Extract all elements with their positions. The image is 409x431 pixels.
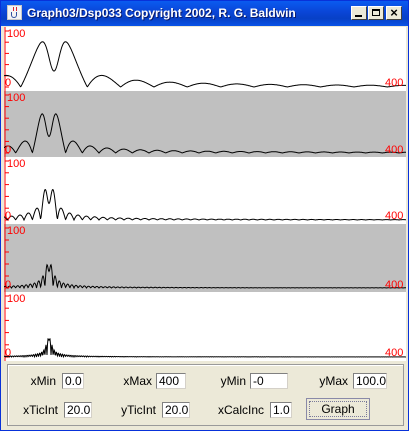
xticint-label: xTicInt: [23, 403, 58, 417]
curve-line: [4, 338, 406, 359]
control-panel: xMin 0.0 xMax 400 yMin -0 yMax 100.0 xTi…: [7, 364, 404, 426]
xmax-label: xMax: [123, 374, 152, 388]
ymin-field[interactable]: -0: [250, 373, 288, 389]
plot-5-y-max-label: 100: [7, 293, 26, 305]
title-bar[interactable]: Graph03/Dsp033 Copyright 2002, R. G. Bal…: [1, 1, 408, 26]
plot-panel-5: 100 0 400: [4, 292, 406, 361]
plot-3-x-min-label: 0: [5, 210, 12, 222]
plot-3-x-max-label: 400: [385, 210, 404, 222]
plot-2-x-max-label: 400: [385, 144, 404, 156]
plot-1-x-min-label: 0: [5, 77, 12, 89]
window-title: Graph03/Dsp033 Copyright 2002, R. G. Bal…: [27, 6, 296, 20]
plot-panel-4: 100 0 400: [4, 224, 406, 292]
maximize-icon: [372, 9, 380, 16]
curve-line: [4, 41, 406, 88]
yticint-field[interactable]: 20.0: [162, 402, 190, 418]
ymax-label: yMax: [319, 374, 348, 388]
minimize-icon: [355, 15, 362, 17]
ymax-field[interactable]: 100.0: [353, 373, 387, 389]
xmax-field[interactable]: 400: [156, 373, 186, 389]
plot-2-canvas: [4, 91, 406, 157]
plot-5-canvas: [4, 292, 406, 361]
xmin-field[interactable]: 0.0: [62, 373, 84, 389]
plot-5-x-max-label: 400: [385, 347, 404, 359]
xticint-field[interactable]: 20.0: [64, 402, 92, 418]
curve-line: [4, 113, 406, 154]
minimize-button[interactable]: [351, 6, 367, 20]
plot-2-y-max-label: 100: [7, 92, 26, 104]
close-button[interactable]: ×: [386, 5, 402, 20]
xcalcinc-field[interactable]: 1.0: [270, 402, 292, 418]
plot-panel-3: 100 0 400: [4, 157, 406, 224]
plot-4-x-min-label: 0: [5, 279, 12, 291]
plot-1-y-max-label: 100: [7, 28, 26, 40]
plot-4-canvas: [4, 224, 406, 292]
plot-2-x-min-label: 0: [5, 144, 12, 156]
plot-3-y-max-label: 100: [7, 158, 26, 170]
plot-5-x-min-label: 0: [5, 347, 12, 359]
close-icon: ×: [390, 5, 398, 20]
plot-3-canvas: [4, 157, 406, 224]
plot-1-x-max-label: 400: [385, 77, 404, 89]
plot-panel-1: 100 0 400: [4, 27, 406, 91]
plot-area: 100 0 400 100 0 400 100 0 400 100 0 400 …: [4, 27, 406, 361]
plot-4-x-max-label: 400: [385, 279, 404, 291]
graph-button[interactable]: Graph: [306, 398, 370, 420]
xcalcinc-label: xCalcInc: [217, 403, 264, 417]
ymin-label: yMin: [220, 374, 246, 388]
maximize-button[interactable]: [368, 6, 384, 20]
curve-line: [4, 263, 406, 290]
xmin-label: xMin: [30, 374, 56, 388]
curve-line: [4, 189, 406, 222]
plot-4-y-max-label: 100: [7, 225, 26, 237]
java-cup-icon: [7, 5, 22, 20]
yticint-label: yTicInt: [121, 403, 156, 417]
plot-panel-2: 100 0 400: [4, 91, 406, 157]
plot-1-canvas: [4, 27, 406, 91]
